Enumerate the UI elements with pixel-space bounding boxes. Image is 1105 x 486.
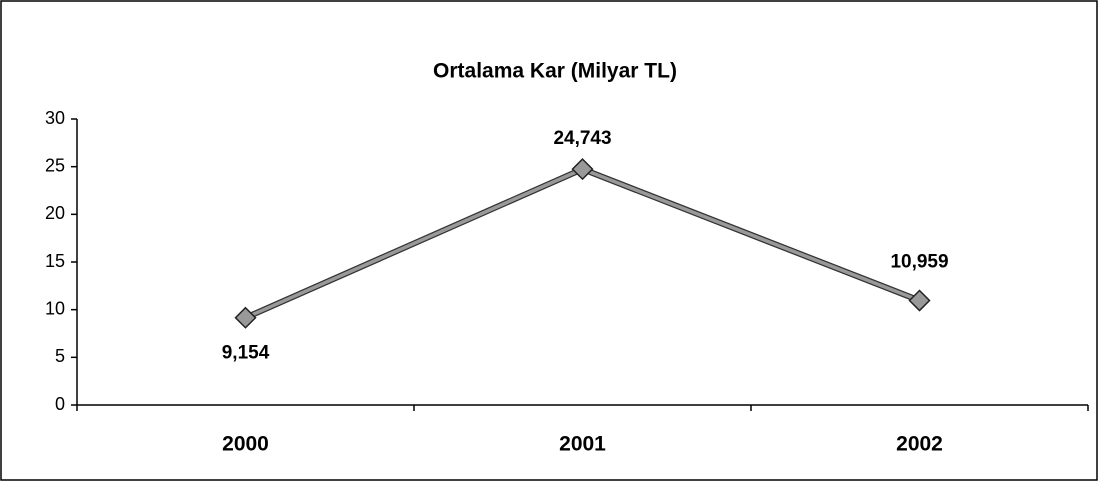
x-tick-label: 2001 <box>559 433 606 456</box>
marker <box>571 158 594 181</box>
data-label: 10,959 <box>890 252 948 273</box>
y-tick-label: 30 <box>45 108 65 128</box>
y-tick-label: 15 <box>45 251 65 271</box>
data-label: 24,743 <box>553 128 611 149</box>
marker <box>908 289 931 312</box>
data-label: 9,154 <box>222 343 270 364</box>
y-tick-label: 5 <box>55 346 65 366</box>
y-tick-label: 0 <box>55 394 65 414</box>
y-tick-label: 25 <box>45 155 65 175</box>
marker <box>234 306 257 329</box>
x-tick-label: 2000 <box>222 433 269 456</box>
x-tick-label: 2002 <box>896 433 943 456</box>
y-tick-label: 10 <box>45 298 65 318</box>
y-tick-label: 20 <box>45 203 65 223</box>
chart-title: Ortalama Kar (Milyar TL) <box>433 60 677 83</box>
